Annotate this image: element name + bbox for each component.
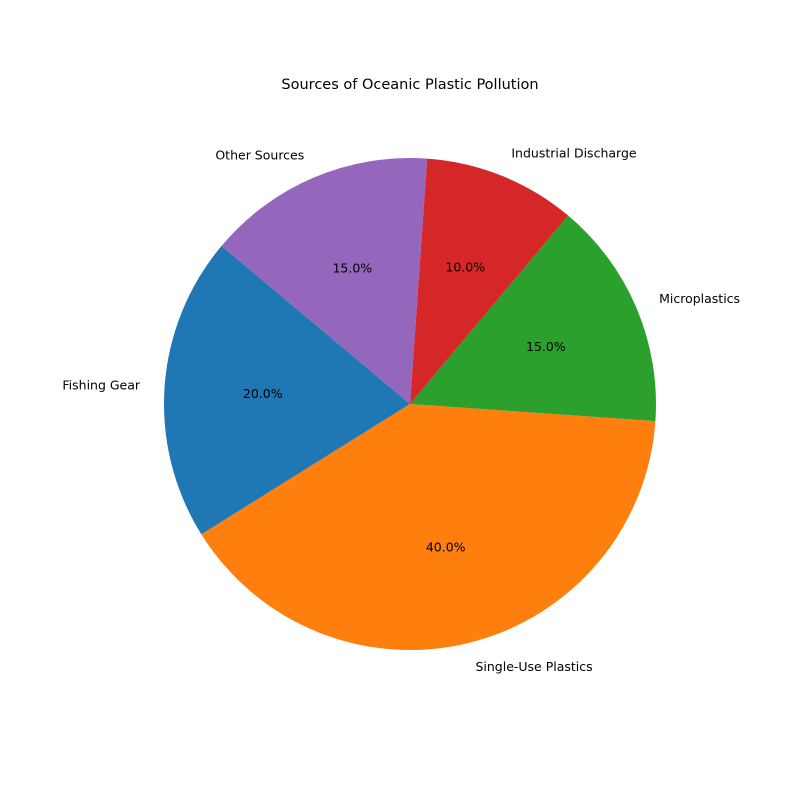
slice-percent-label: 15.0% [526, 339, 566, 354]
pie-slice-single-use-plastics [201, 404, 656, 650]
pie-slice-industrial-discharge [410, 158, 569, 404]
slice-label: Microplastics [659, 291, 740, 306]
slice-percent-label: 40.0% [426, 540, 466, 555]
pie-slices [163, 158, 656, 650]
pie-labels: Fishing Gear 20.0% Single-Use Plastics 40.0… [62, 146, 740, 674]
slice-label: Industrial Discharge [511, 146, 637, 161]
slice-label: Other Sources [215, 147, 304, 162]
chart-title: Sources of Oceanic Plastic Pollution [281, 77, 538, 93]
slice-percent-label: 10.0% [445, 260, 485, 275]
slice-label: Fishing Gear [62, 378, 141, 393]
slice-label: Single-Use Plastics [475, 659, 592, 674]
pie-slice-microplastics [410, 215, 656, 422]
pie-slice-fishing-gear [163, 245, 410, 535]
slice-percent-label: 20.0% [243, 386, 283, 401]
slice-percent-label: 15.0% [332, 261, 372, 276]
pie-slice-other-sources [221, 158, 428, 404]
